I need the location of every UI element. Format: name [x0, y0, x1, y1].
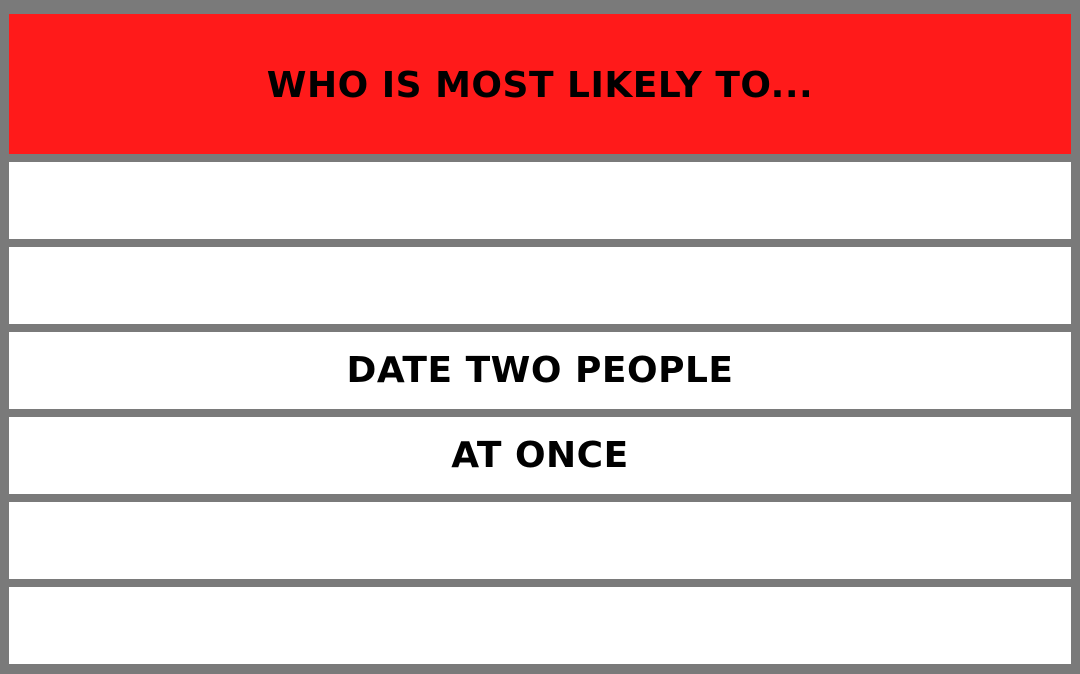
line-row-1 — [9, 162, 1071, 239]
header-banner: WHO IS MOST LIKELY TO... — [9, 14, 1071, 154]
line-row-3: DATE TWO PEOPLE — [9, 332, 1071, 409]
header-title: WHO IS MOST LIKELY TO... — [266, 64, 814, 106]
line-row-2 — [9, 247, 1071, 324]
line-row-4: AT ONCE — [9, 417, 1071, 494]
line-row-5 — [9, 502, 1071, 579]
line-text-4: AT ONCE — [451, 435, 629, 476]
line-text-3: DATE TWO PEOPLE — [346, 350, 734, 391]
line-row-6 — [9, 587, 1071, 664]
